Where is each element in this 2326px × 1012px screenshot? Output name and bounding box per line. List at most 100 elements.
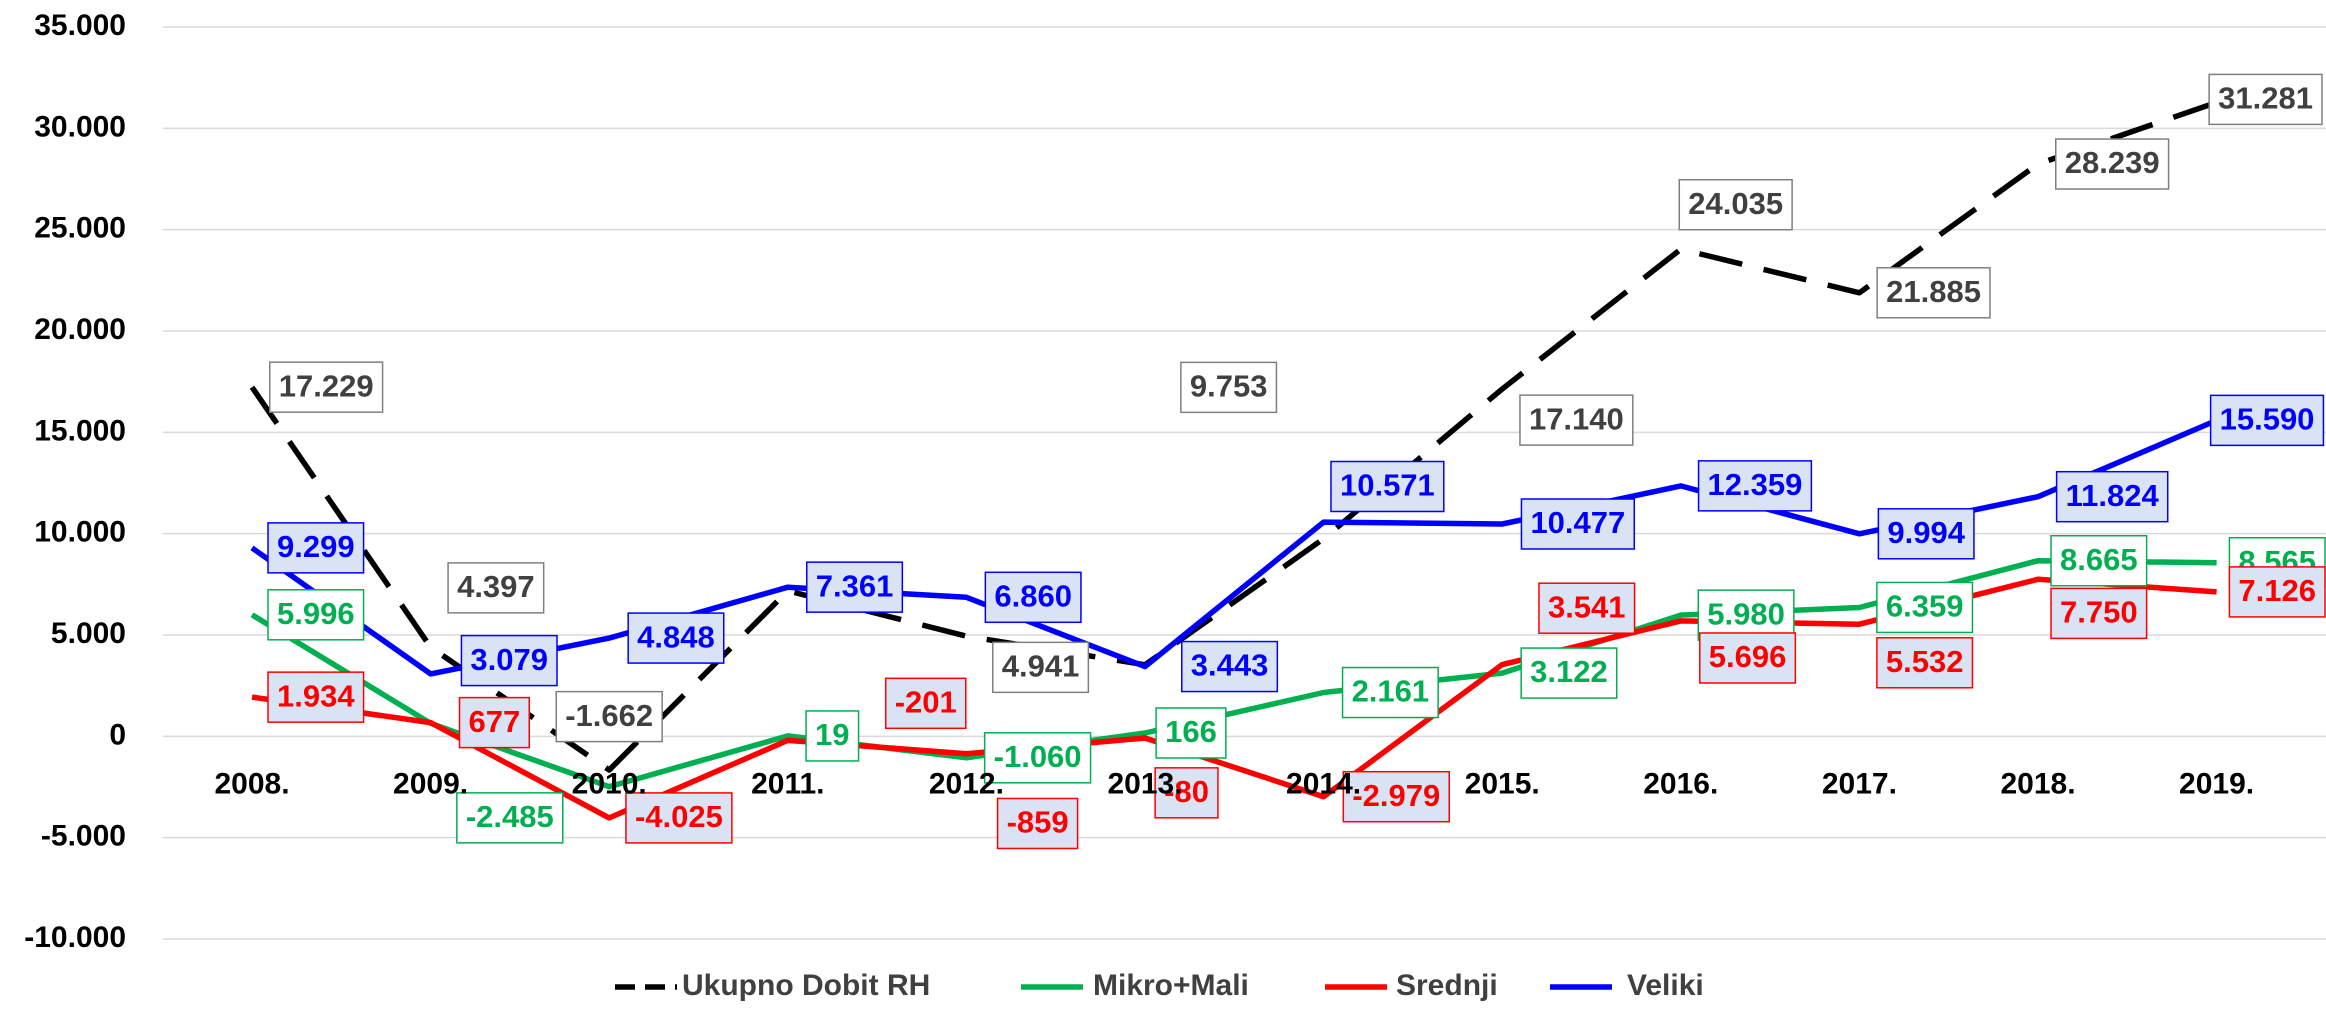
- data-label: 10.477: [1530, 505, 1625, 540]
- y-tick-label: 25.000: [34, 212, 126, 245]
- data-label: 1.934: [277, 678, 355, 713]
- label-box: [1154, 767, 1219, 819]
- y-tick-label: -10.000: [24, 921, 126, 954]
- data-label: 9.299: [277, 529, 355, 564]
- label-box: [992, 641, 1090, 694]
- legend-label: Mikro+Mali: [1093, 969, 1249, 1002]
- data-label: 3.443: [1191, 648, 1269, 683]
- data-label: 12.359: [1708, 467, 1803, 502]
- data-label: 4.941: [1002, 649, 1080, 684]
- label-box: [1877, 508, 1975, 560]
- label-box: [267, 522, 365, 574]
- label-box: [1330, 460, 1445, 513]
- y-tick-label: 10.000: [34, 516, 126, 549]
- x-tick-label: 2017.: [1822, 767, 1897, 800]
- data-label: 7.126: [2238, 573, 2316, 608]
- x-tick-label: 2013.: [1107, 767, 1182, 800]
- y-tick-label: -5.000: [41, 820, 126, 853]
- data-labels: 17.229 4.397 -1.662 4.941 9.753 17.140 24.035 2…: [267, 73, 2326, 850]
- data-label: 5.532: [1886, 644, 1964, 679]
- label-box: [627, 612, 725, 664]
- data-label: 7.750: [2060, 595, 2138, 630]
- data-label: 11.824: [2066, 478, 2160, 513]
- label-box: [269, 361, 384, 413]
- data-label: 3.122: [1530, 654, 1608, 689]
- label-box: [996, 797, 1079, 850]
- label-box: [267, 589, 365, 641]
- legend: Ukupno Dobit RH Mikro+Mali Srednji Veliki: [615, 969, 1704, 1002]
- y-tick-label: 30.000: [34, 110, 126, 143]
- axes: 35.000 30.000 25.000 20.000 15.000 10.000 5.00…: [24, 9, 2254, 954]
- data-label: 2.161: [1352, 674, 1430, 709]
- label-box: [2228, 566, 2326, 618]
- label-box: [625, 792, 733, 844]
- label-box: [984, 571, 1082, 624]
- label-box: [1876, 267, 1991, 319]
- data-label: 677: [469, 704, 521, 739]
- data-label: 3.541: [1548, 589, 1626, 624]
- label-box: [1181, 640, 1279, 693]
- x-tick-label: 2016.: [1643, 767, 1718, 800]
- data-label: 17.140: [1529, 401, 1624, 436]
- data-label: -1.662: [565, 698, 653, 733]
- label-box: [805, 710, 860, 762]
- data-label: -80: [1164, 774, 1209, 809]
- data-label: 28.239: [2065, 145, 2160, 180]
- x-tick-label: 2008.: [214, 767, 289, 800]
- y-tick-label: 35.000: [34, 9, 126, 42]
- x-tick-label: 2011.: [751, 767, 824, 800]
- data-label: 8.665: [2060, 542, 2138, 577]
- x-tick-label: 2018.: [2000, 767, 2075, 800]
- label-box: [2208, 73, 2323, 126]
- data-label: 5.996: [277, 596, 355, 631]
- label-box: [2050, 587, 2148, 640]
- data-label: 15.590: [2220, 402, 2315, 437]
- x-tick-label: 2014.: [1286, 767, 1361, 800]
- data-label: 7.361: [816, 568, 894, 603]
- label-box: [1342, 770, 1450, 823]
- y-tick-label: 15.000: [34, 414, 126, 447]
- legend-label: Srednji: [1396, 969, 1498, 1002]
- data-label: 6.860: [994, 578, 1072, 613]
- series-lines: [249, 99, 2218, 821]
- label-box: [2209, 394, 2325, 447]
- data-label: 21.885: [1886, 274, 1981, 309]
- data-label: -1.060: [994, 739, 1082, 774]
- label-box: [806, 561, 904, 613]
- data-label: 24.035: [1688, 186, 1783, 221]
- data-label: 10.571: [1340, 468, 1435, 503]
- label-box: [1180, 361, 1278, 414]
- data-label: -2.485: [466, 799, 554, 834]
- data-label: 19: [815, 717, 849, 752]
- data-label: 5.696: [1709, 639, 1787, 674]
- data-label: 31.281: [2218, 81, 2313, 116]
- label-box: [1520, 647, 1618, 699]
- label-box: [447, 562, 545, 614]
- data-label: 9.994: [1887, 515, 1965, 550]
- label-box: [555, 690, 663, 743]
- x-tick-label: 2019.: [2179, 767, 2254, 800]
- y-tick-label: 5.000: [51, 617, 126, 650]
- y-tick-label: 20.000: [34, 313, 126, 346]
- label-box: [267, 671, 365, 723]
- data-label: 17.229: [279, 368, 374, 403]
- x-tick-label: 2010.: [572, 767, 647, 800]
- data-label: 6.359: [1886, 589, 1964, 624]
- data-label: 9.753: [1190, 369, 1268, 404]
- label-box: [2050, 534, 2148, 587]
- label-box: [458, 696, 531, 749]
- data-label: 5.980: [1707, 596, 1785, 631]
- y-tick-label: 0: [109, 718, 126, 751]
- label-box: [456, 792, 564, 844]
- label-box: [2055, 138, 2170, 190]
- label-box: [884, 677, 967, 730]
- x-tick-label: 2009.: [393, 767, 468, 800]
- label-box: [1697, 460, 1813, 512]
- x-tick-label: 2015.: [1465, 767, 1540, 800]
- data-label: -859: [1007, 805, 1069, 840]
- label-box: [983, 732, 1092, 784]
- label-box: [1699, 632, 1797, 684]
- label-box: [1155, 707, 1227, 759]
- label-box: [2055, 470, 2169, 523]
